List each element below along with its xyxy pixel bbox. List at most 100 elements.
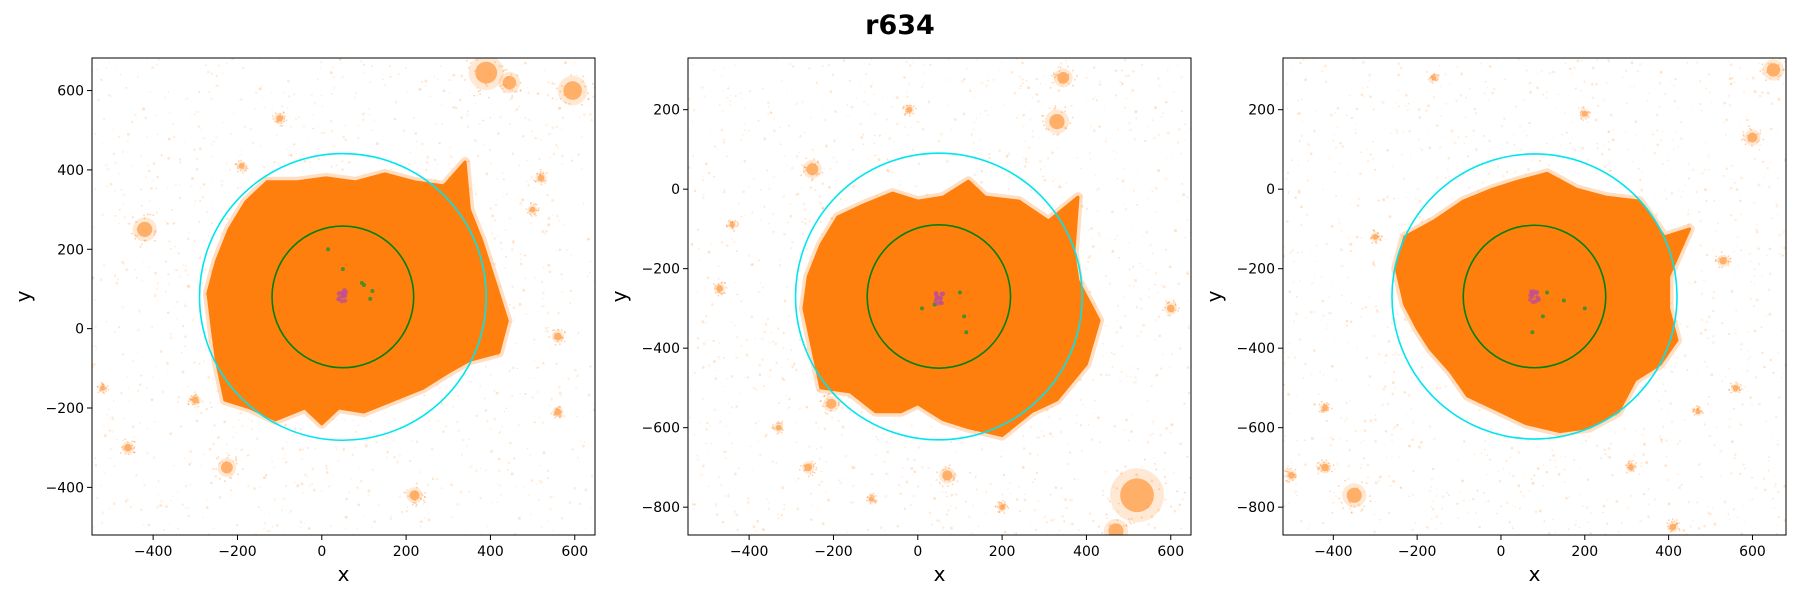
- particle: [205, 407, 208, 411]
- particle: [714, 369, 717, 372]
- particle: [769, 111, 773, 115]
- particle: [185, 97, 188, 100]
- particle: [1711, 507, 1714, 510]
- particle: [166, 222, 169, 226]
- particle: [258, 87, 262, 91]
- particle: [155, 114, 158, 117]
- particle: [1768, 247, 1772, 251]
- particle: [1696, 501, 1699, 504]
- clump-particle: [143, 239, 146, 242]
- particle: [1286, 480, 1290, 484]
- particle: [1563, 481, 1566, 483]
- clump-particle: [133, 440, 135, 443]
- particle: [1611, 473, 1614, 477]
- particle: [1116, 510, 1120, 513]
- particle: [850, 501, 853, 504]
- particle: [866, 157, 869, 161]
- clump-particle: [720, 282, 723, 284]
- particle: [182, 263, 185, 267]
- particle: [1061, 84, 1064, 87]
- clump-particle: [543, 179, 545, 182]
- particle: [311, 483, 314, 486]
- particle: [1467, 511, 1470, 514]
- particle: [118, 208, 121, 211]
- particle: [706, 276, 710, 280]
- particle: [1446, 491, 1449, 494]
- particle: [1712, 290, 1716, 294]
- clump-particle: [913, 105, 915, 108]
- particle: [384, 411, 386, 414]
- particle: [510, 472, 514, 476]
- particle: [336, 419, 338, 421]
- particle: [273, 160, 276, 164]
- particle: [815, 448, 818, 450]
- clump-particle: [1057, 89, 1060, 92]
- clump-particle: [873, 500, 875, 503]
- particle: [1288, 342, 1291, 345]
- particle: [1106, 497, 1110, 501]
- particle: [92, 276, 95, 280]
- particle: [1135, 117, 1138, 120]
- subhalo-point: [964, 330, 969, 335]
- particle: [1313, 310, 1317, 314]
- particle: [477, 154, 480, 158]
- clump-particle: [563, 94, 565, 96]
- particle: [1056, 110, 1058, 112]
- particle: [1386, 402, 1390, 406]
- particle: [230, 473, 234, 477]
- particle: [109, 182, 113, 186]
- particle: [1332, 501, 1335, 504]
- particle: [126, 132, 130, 136]
- particle: [1165, 101, 1168, 104]
- particle: [1542, 93, 1545, 96]
- particle: [304, 473, 307, 477]
- particle: [173, 464, 176, 467]
- particle: [1568, 142, 1572, 145]
- particle: [100, 439, 102, 442]
- particle: [904, 446, 906, 449]
- clump-particle: [1777, 75, 1779, 78]
- clump-particle: [1074, 78, 1076, 81]
- clump-particle: [245, 169, 248, 172]
- particle: [575, 74, 578, 77]
- particle: [1171, 353, 1173, 355]
- particle: [693, 508, 695, 510]
- particle: [1753, 201, 1756, 204]
- particle: [239, 99, 241, 102]
- particle: [1581, 146, 1585, 150]
- particle: [1397, 73, 1400, 77]
- particle: [157, 505, 160, 508]
- particle: [1108, 282, 1112, 285]
- particle: [558, 386, 561, 389]
- particle: [1647, 515, 1650, 519]
- particle: [790, 349, 793, 352]
- particle: [1367, 476, 1369, 479]
- particle: [138, 309, 141, 312]
- particle: [779, 464, 781, 466]
- particle: [1351, 117, 1354, 119]
- clump-particle: [240, 169, 242, 172]
- particle: [1766, 167, 1769, 170]
- particle: [809, 186, 813, 190]
- particle: [1021, 465, 1025, 469]
- particle: [929, 484, 933, 487]
- clump-particle: [776, 433, 779, 435]
- particle: [748, 90, 752, 93]
- particle: [440, 402, 443, 405]
- particle: [467, 490, 470, 493]
- particle: [450, 167, 453, 170]
- clump-particle: [560, 329, 563, 331]
- particle: [1660, 408, 1663, 410]
- particle: [204, 348, 207, 351]
- particle: [1594, 118, 1598, 122]
- particle: [1551, 449, 1553, 451]
- particle: [1672, 138, 1674, 141]
- particle: [189, 184, 193, 188]
- particle: [259, 508, 262, 511]
- particle: [929, 516, 931, 518]
- clump-particle: [1054, 104, 1057, 107]
- particle: [135, 277, 138, 279]
- particle: [157, 494, 159, 496]
- particle: [1043, 178, 1047, 182]
- particle: [582, 444, 585, 448]
